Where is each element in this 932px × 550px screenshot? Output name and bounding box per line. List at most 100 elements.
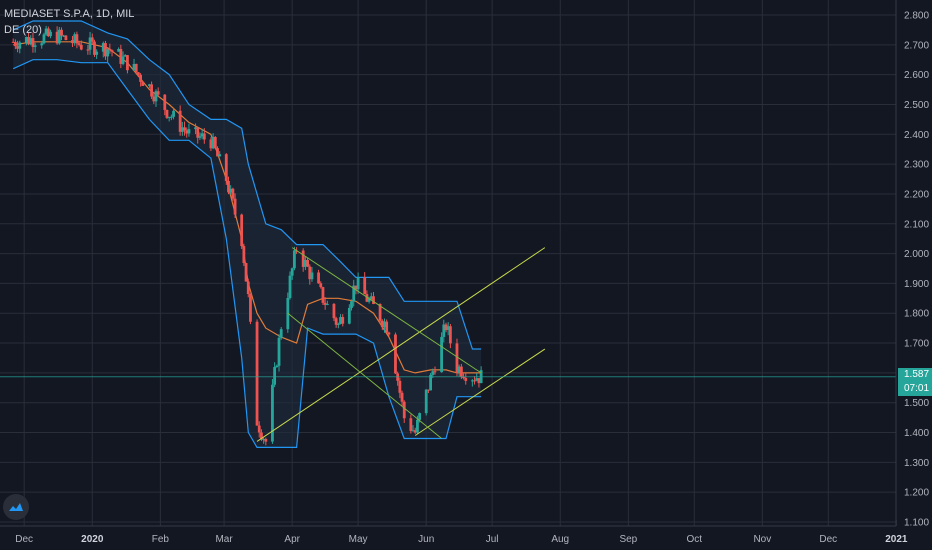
candle-body	[365, 294, 369, 302]
candle-body	[380, 320, 384, 328]
candle-body	[104, 43, 107, 57]
candle-body	[18, 42, 22, 49]
candle-body	[211, 137, 215, 149]
candle-body	[213, 137, 217, 149]
candle-body	[279, 329, 283, 338]
candle-body	[90, 37, 94, 42]
tradingview-cloud-icon[interactable]	[3, 494, 29, 520]
candle-body	[262, 439, 266, 441]
candle-body	[398, 380, 402, 393]
candle-body	[339, 317, 342, 324]
candle-body	[301, 250, 305, 267]
candle-body	[71, 40, 74, 44]
candle-body	[233, 198, 237, 215]
y-tick-label: 2.600	[904, 70, 929, 81]
candle-body	[183, 127, 186, 131]
candle-body	[400, 392, 404, 402]
candle-body	[334, 318, 338, 325]
candle-body	[73, 34, 77, 44]
candle-body	[60, 29, 63, 36]
x-tick-label: Nov	[753, 534, 771, 545]
candle-body	[352, 285, 356, 302]
candle-body	[31, 38, 35, 47]
candle-body	[477, 378, 481, 384]
candle-body	[57, 29, 61, 44]
candle-body	[152, 96, 156, 102]
candle-body	[194, 127, 197, 130]
candle-body	[62, 35, 66, 37]
x-tick-label: 2020	[81, 534, 104, 545]
candle-body	[440, 336, 443, 373]
x-tick-label: May	[349, 534, 368, 545]
candle-body	[350, 301, 353, 308]
candle-body	[255, 321, 259, 426]
x-tick-label: Mar	[215, 534, 233, 545]
trend-line	[256, 247, 546, 442]
candle-body	[332, 303, 336, 319]
indicator-label[interactable]: DE (20)	[4, 24, 42, 36]
candle-body	[163, 94, 167, 110]
candle-body	[275, 365, 279, 368]
y-tick-label: 1.800	[904, 309, 929, 320]
y-tick-label: 2.400	[904, 130, 929, 141]
last-price-value: 1.587	[904, 369, 930, 380]
candle-body	[433, 371, 437, 373]
candle-body	[11, 41, 15, 43]
candle-body	[46, 28, 50, 37]
candle-body	[273, 367, 277, 385]
last-price-badge: 1.587 07:01	[898, 368, 932, 396]
candle-body	[464, 378, 468, 381]
candle-body	[154, 91, 158, 102]
candle-body	[431, 371, 435, 375]
candle-body	[354, 285, 358, 290]
symbol-title[interactable]: MEDIASET S.P.A, 1D, MIL	[4, 8, 135, 20]
candle-body	[455, 343, 459, 373]
price-axis[interactable]	[896, 0, 932, 520]
candle-body	[101, 43, 105, 52]
candle-body	[367, 298, 371, 302]
candle-body	[363, 277, 367, 295]
candle-body	[277, 337, 281, 366]
candle-body	[319, 283, 323, 288]
candle-body	[218, 154, 222, 157]
candle-body	[462, 376, 465, 379]
candle-body	[264, 439, 268, 442]
candle-body	[209, 139, 213, 149]
candle-body	[385, 321, 389, 333]
candle-body	[40, 43, 44, 46]
candle-body	[123, 55, 127, 57]
time-axis[interactable]	[0, 526, 896, 550]
chart-legend: MEDIASET S.P.A, 1D, MIL DE (20)	[4, 6, 134, 38]
candle-body	[323, 302, 327, 305]
candle-body	[372, 296, 375, 305]
candle-body	[442, 324, 446, 337]
candle-body	[292, 250, 296, 269]
candle-body	[303, 259, 307, 267]
y-tick-label: 2.700	[904, 40, 929, 51]
candle-body	[402, 401, 406, 419]
candle-body	[202, 133, 206, 140]
trend-line	[291, 247, 482, 374]
candle-body	[216, 148, 219, 157]
trendlines-group[interactable]	[256, 247, 546, 442]
candle-body	[55, 31, 59, 44]
candle-body	[387, 332, 391, 335]
candle-body	[13, 42, 17, 47]
x-tick-label: Sep	[619, 534, 637, 545]
candle-body	[244, 263, 248, 282]
candle-body	[257, 425, 261, 433]
y-tick-label: 1.700	[904, 339, 929, 350]
candle-body	[119, 48, 123, 64]
candle-body	[93, 41, 96, 55]
candle-body	[290, 268, 294, 276]
candle-body	[134, 63, 138, 73]
candle-body	[347, 307, 351, 324]
y-tick-label: 1.500	[904, 398, 929, 409]
candle-body	[169, 116, 173, 118]
trend-line	[414, 348, 546, 436]
candle-body	[448, 326, 452, 344]
candle-body	[475, 378, 479, 381]
candle-body	[341, 317, 345, 324]
y-tick-label: 1.400	[904, 428, 929, 439]
